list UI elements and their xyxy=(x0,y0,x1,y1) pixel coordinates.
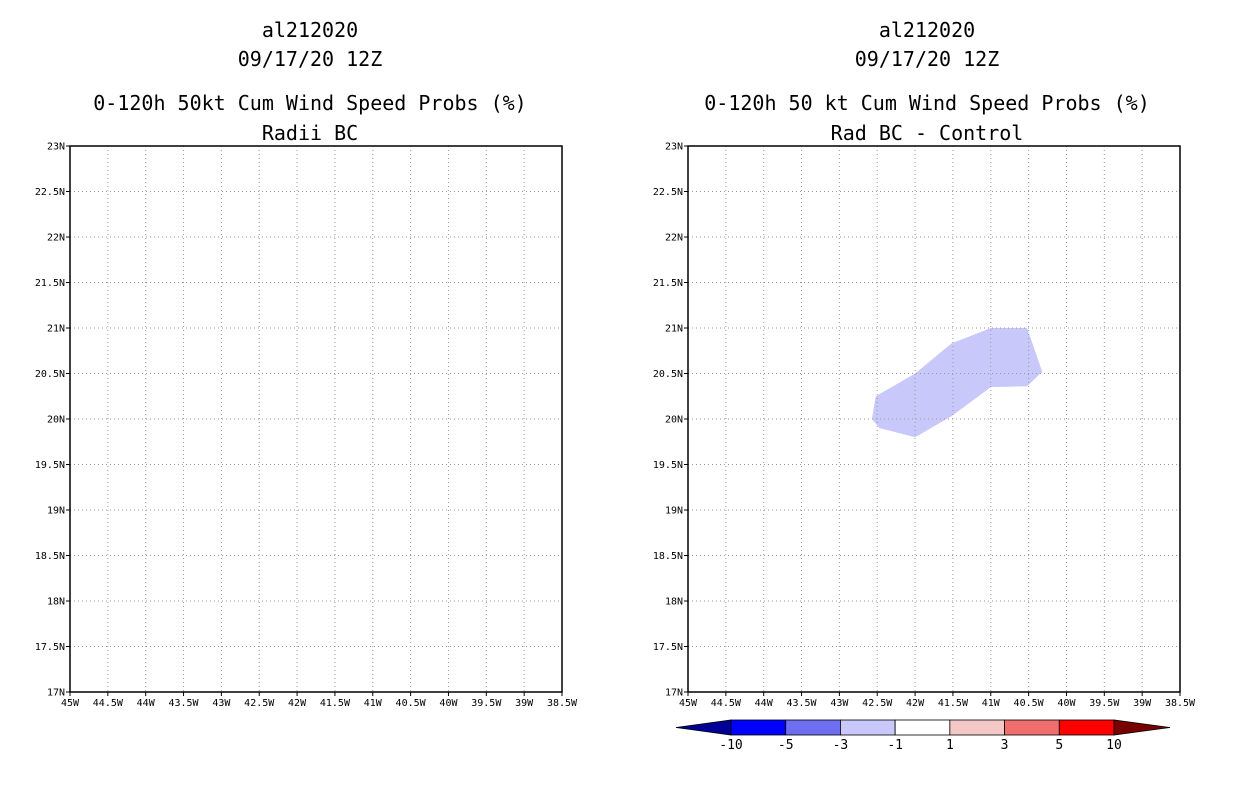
left-y-tick-label: 23N xyxy=(47,142,65,153)
right-datetime: 09/17/20 12Z xyxy=(855,47,1000,71)
left-y-tick-label: 20.5N xyxy=(35,369,65,380)
colorbar-label: -1 xyxy=(887,738,903,753)
left-x-tick-label: 44.5W xyxy=(93,698,124,709)
colorbar-box xyxy=(949,719,1005,736)
right-x-tick-label: 45W xyxy=(679,698,698,709)
right-x-tick-label: 43.5W xyxy=(786,698,817,709)
right-y-tick-label: 17.5N xyxy=(653,642,683,653)
colorbar-box xyxy=(1004,719,1060,736)
right-x-tick-label: 39W xyxy=(1133,698,1152,709)
right-y-tick-label: 17N xyxy=(665,688,683,699)
left-x-tick-label: 40W xyxy=(439,698,458,709)
right-map-plot: 45W 44.5W 44W 43.5W 43W 42.5W 42W 41.5W 41W 40.5W… xyxy=(653,142,1196,710)
left-x-tick-label: 42.5W xyxy=(244,698,275,709)
colorbar: -10 -5 -3 -1 1 3 5 10 xyxy=(675,719,1171,753)
colorbar-box xyxy=(785,719,841,736)
colorbar-label: 10 xyxy=(1106,738,1122,753)
left-x-tick-label: 43.5W xyxy=(168,698,199,709)
left-x-tick-label: 43W xyxy=(212,698,231,709)
left-y-tick-label: 17.5N xyxy=(35,642,65,653)
left-storm-id: al212020 xyxy=(262,18,358,42)
right-y-tick-label: 20N xyxy=(665,415,683,426)
left-datetime: 09/17/20 12Z xyxy=(238,47,383,71)
colorbar-label: -5 xyxy=(778,738,794,753)
right-y-tick-label: 22.5N xyxy=(653,187,683,198)
left-y-tick-label: 21N xyxy=(47,324,65,335)
left-y-tick-label: 22N xyxy=(47,233,65,244)
colorbar-label: 5 xyxy=(1055,738,1063,753)
left-y-tick-label: 22.5N xyxy=(35,187,65,198)
left-y-tick-label: 18.5N xyxy=(35,551,65,562)
right-y-tick-label: 18.5N xyxy=(653,551,683,562)
right-x-tick-label: 40W xyxy=(1057,698,1076,709)
left-map-plot: 45W 44.5W 44W 43.5W 43W 42.5W 42W 41.5W 41W 40.5W… xyxy=(35,142,578,710)
left-x-tick-label: 41W xyxy=(364,698,383,709)
left-y-tick-label: 18N xyxy=(47,597,65,608)
left-x-tick-label: 41.5W xyxy=(320,698,351,709)
left-x-tick-label: 44W xyxy=(137,698,156,709)
colorbar-box xyxy=(894,719,951,736)
left-x-tick-label: 45W xyxy=(61,698,80,709)
right-prob-region-0 xyxy=(871,328,1043,438)
left-panel-titles: al212020 09/17/20 12Z 0-120h 50kt Cum Wi… xyxy=(93,18,526,145)
right-y-tick-label: 21.5N xyxy=(653,278,683,289)
left-x-tick-label: 38.5W xyxy=(547,698,578,709)
right-chart-subtitle: Rad BC - Control xyxy=(831,121,1024,145)
left-x-tick-label: 42W xyxy=(288,698,307,709)
left-map-frame xyxy=(69,145,563,693)
left-x-tick-label: 40.5W xyxy=(396,698,427,709)
right-storm-id: al212020 xyxy=(879,18,975,42)
right-y-tick-label: 18N xyxy=(665,597,683,608)
right-y-tick-label: 19.5N xyxy=(653,460,683,471)
right-y-tick-label: 19N xyxy=(665,506,683,517)
colorbar-box xyxy=(840,719,896,736)
left-y-tick-label: 17N xyxy=(47,688,65,699)
right-x-tick-label: 39.5W xyxy=(1089,698,1120,709)
right-x-tick-label: 41W xyxy=(982,698,1001,709)
right-y-tick-label: 23N xyxy=(665,142,683,153)
colorbar-arrow-high xyxy=(1113,719,1171,736)
right-y-tick-label: 20.5N xyxy=(653,369,683,380)
left-y-tick-label: 19N xyxy=(47,506,65,517)
left-x-tick-label: 39W xyxy=(515,698,534,709)
colorbar-box xyxy=(730,719,787,736)
colorbar-label: -3 xyxy=(833,738,849,753)
left-chart-subtitle: Radii BC xyxy=(262,121,358,145)
colorbar-box xyxy=(1058,719,1115,736)
right-chart-title: 0-120h 50 kt Cum Wind Speed Probs (%) xyxy=(704,91,1150,115)
right-x-tick-label: 38.5W xyxy=(1165,698,1196,709)
colorbar-arrow-low xyxy=(675,719,732,736)
right-x-tick-label: 42W xyxy=(906,698,925,709)
right-y-tick-label: 22N xyxy=(665,233,683,244)
right-x-tick-label: 41.5W xyxy=(938,698,969,709)
right-x-tick-label: 44.5W xyxy=(711,698,742,709)
left-y-tick-label: 21.5N xyxy=(35,278,65,289)
right-panel-titles: al212020 09/17/20 12Z 0-120h 50 kt Cum W… xyxy=(704,18,1150,145)
left-chart-title: 0-120h 50kt Cum Wind Speed Probs (%) xyxy=(93,91,526,115)
right-x-tick-label: 44W xyxy=(755,698,774,709)
left-y-tick-label: 19.5N xyxy=(35,460,65,471)
right-x-tick-label: 40.5W xyxy=(1014,698,1045,709)
right-x-tick-label: 43W xyxy=(830,698,849,709)
left-y-tick-label: 20N xyxy=(47,415,65,426)
colorbar-label: 3 xyxy=(1001,738,1009,753)
right-x-tick-label: 42.5W xyxy=(862,698,893,709)
colorbar-label: -10 xyxy=(719,738,742,753)
colorbar-label: 1 xyxy=(946,738,954,753)
right-y-tick-label: 21N xyxy=(665,324,683,335)
left-x-tick-label: 39.5W xyxy=(471,698,502,709)
